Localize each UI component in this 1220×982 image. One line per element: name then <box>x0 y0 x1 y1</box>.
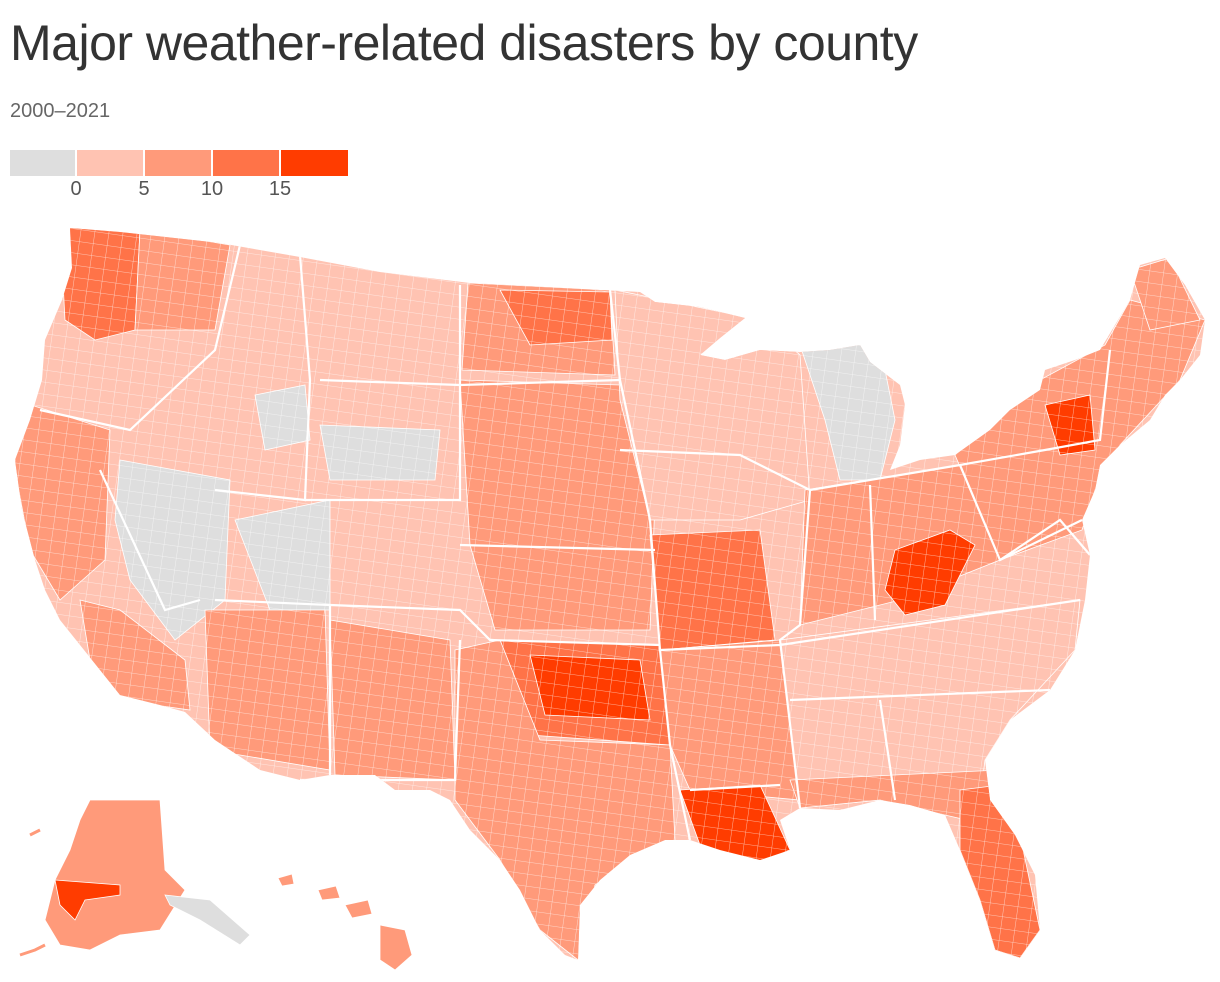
state-border <box>39 244 242 432</box>
state-border <box>999 518 1091 561</box>
region-hawaii-kauai <box>277 873 295 887</box>
aleutian-islands <box>19 828 46 957</box>
region-hawaii-maui <box>344 899 373 919</box>
state-border <box>959 349 1112 467</box>
region-alaska-southwest <box>54 879 121 921</box>
state-border <box>99 469 201 612</box>
legend-tick-label: 5 <box>138 178 150 200</box>
legend-swatch-none <box>10 150 75 176</box>
alaska <box>19 799 251 957</box>
legend-tick-label: 0 <box>70 178 82 200</box>
color-legend: 0 5 10 15 <box>10 150 350 200</box>
state-borders <box>39 244 1112 841</box>
state-border <box>319 378 621 387</box>
region-alaska-panhandle <box>164 894 251 946</box>
state-border <box>608 289 692 841</box>
state-border <box>809 463 1083 562</box>
legend-swatch-5-10 <box>145 150 211 176</box>
legend-tick-label: 15 <box>268 178 292 200</box>
legend-swatch-15-plus <box>281 150 348 176</box>
hawaii <box>277 873 413 971</box>
map-subtitle: 2000–2021 <box>10 100 111 122</box>
region-alaska <box>44 799 186 951</box>
legend-swatch-10-15 <box>213 150 279 176</box>
contiguous-us <box>15 228 1205 960</box>
state-border <box>305 285 462 502</box>
state-border <box>689 688 1051 792</box>
legend-tick-label: 10 <box>200 178 224 200</box>
state-border <box>214 254 312 502</box>
state-border <box>459 543 656 552</box>
legend-swatch-0-5 <box>77 150 143 176</box>
us-county-choropleth-map <box>15 228 1205 971</box>
state-border <box>659 598 1081 652</box>
state-border <box>868 484 897 801</box>
state-border <box>329 603 661 647</box>
region-hawaii-oahu <box>317 885 341 901</box>
state-border <box>619 448 812 809</box>
county-borders <box>15 228 1205 960</box>
region-hawaii-big-island <box>379 924 413 971</box>
map-title: Major weather-related disasters by count… <box>10 15 918 71</box>
